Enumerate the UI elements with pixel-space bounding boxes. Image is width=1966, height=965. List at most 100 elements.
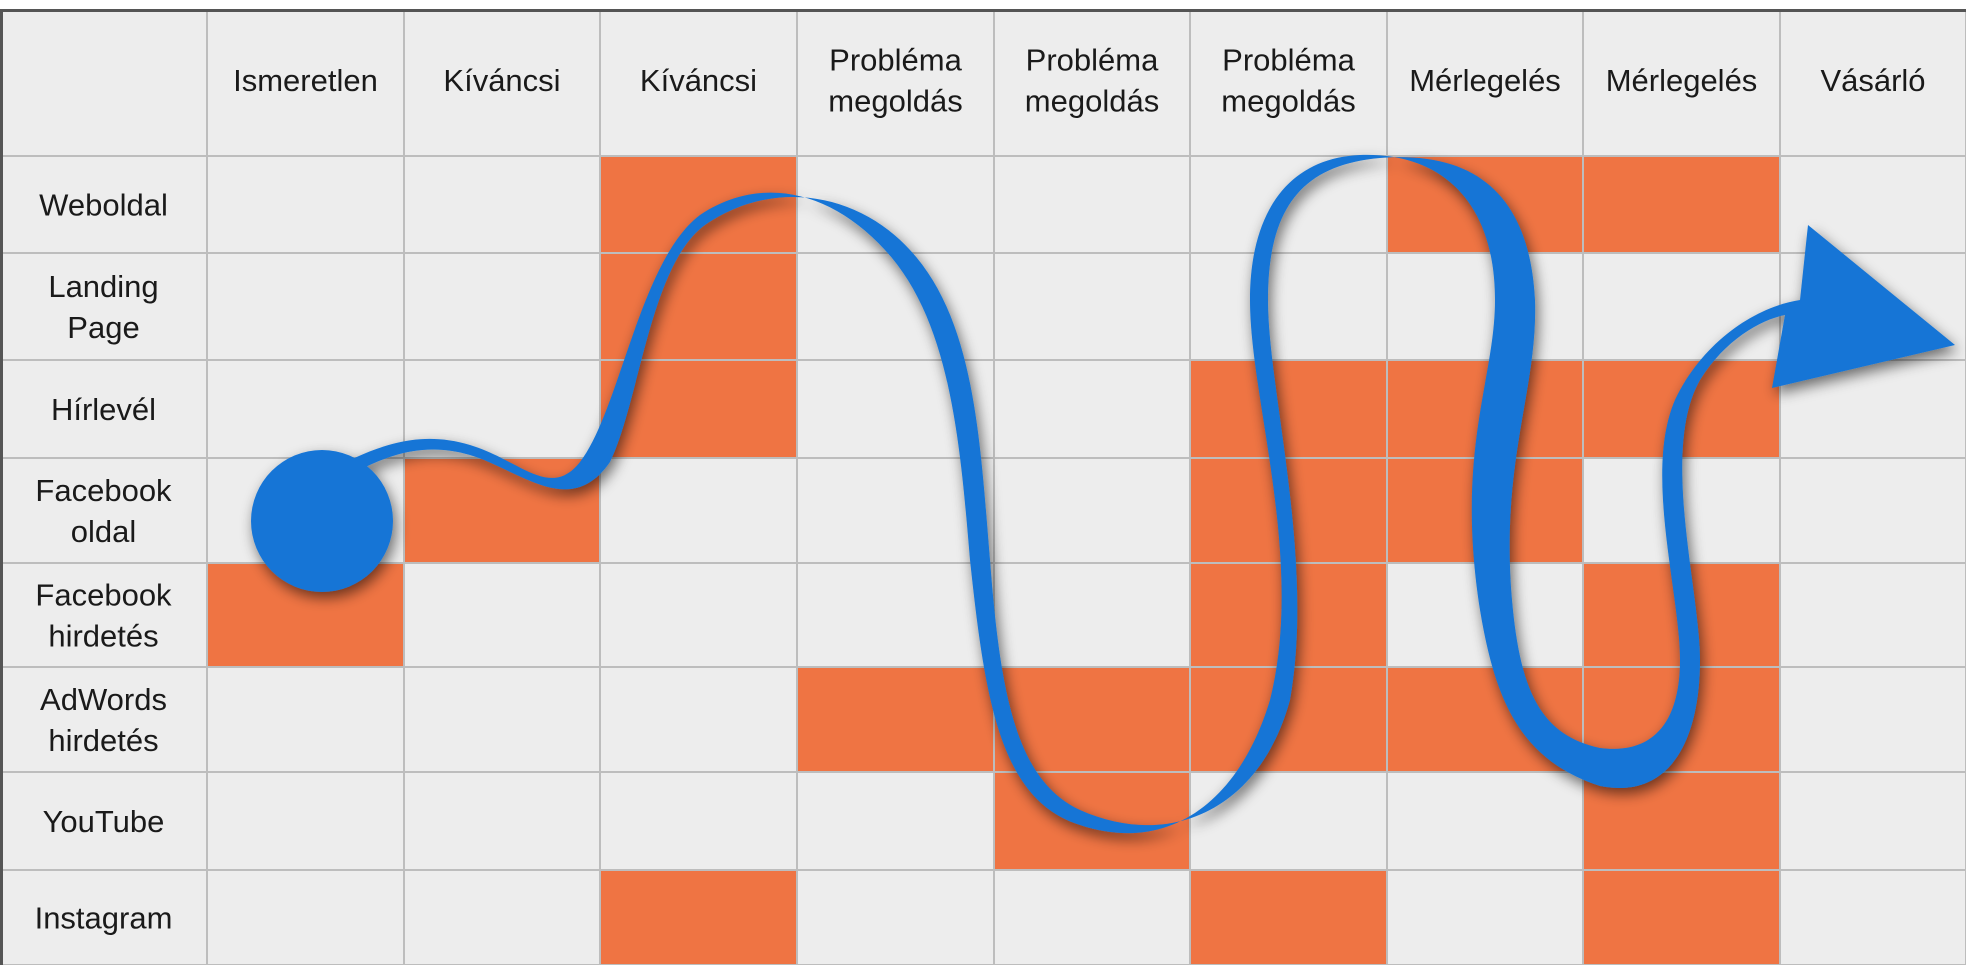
grid-cell <box>1582 252 1781 361</box>
grid-cell <box>206 666 405 773</box>
grid-cell <box>796 252 995 361</box>
row-header-label-line: Landing <box>48 269 158 304</box>
grid-cell-highlighted <box>1189 869 1388 965</box>
row-header-cell <box>0 562 208 668</box>
grid-cell <box>993 869 1191 965</box>
column-header-label: Kíváncsi <box>640 63 757 98</box>
journey-start-dot <box>251 450 393 592</box>
row-header-label-line: Facebook <box>35 578 172 613</box>
grid-cell <box>403 155 601 254</box>
column-header-label: Probléma megoldás <box>1221 43 1355 119</box>
grid-cell <box>993 562 1191 668</box>
grid-cell <box>403 252 601 361</box>
grid-cell <box>796 771 995 871</box>
column-header-label: Mérlegelés <box>1606 63 1758 98</box>
column-header-label: Ismeretlen <box>233 63 378 98</box>
column-header-cell <box>1189 9 1388 157</box>
grid-cell <box>796 562 995 668</box>
row-header-label: Facebook oldal <box>35 473 172 549</box>
row-header-label-line: Weboldal <box>39 188 168 223</box>
grid-cell <box>993 359 1191 459</box>
column-header-cell <box>796 9 995 157</box>
grid-cell <box>1386 869 1584 965</box>
grid-cell <box>993 252 1191 361</box>
row-header-label-line: Page <box>67 310 139 345</box>
row-header-label: Weboldal <box>39 188 168 223</box>
row-header-label-line: Facebook <box>35 473 172 508</box>
corner-cell <box>0 9 208 157</box>
row-header-label-line: hirdetés <box>48 619 158 654</box>
grid-cell-highlighted <box>599 869 798 965</box>
grid-cell-highlighted <box>599 155 798 254</box>
grid-cell <box>1189 771 1388 871</box>
labels-layer: Ismeretlen Kíváncsi Kíváncsi Probléma megold… <box>35 43 1926 936</box>
row-header-label: Hírlevél <box>51 392 156 427</box>
grid-cell-highlighted <box>1189 359 1388 459</box>
grid-cell <box>1386 252 1584 361</box>
journey-ribbon <box>251 154 1955 834</box>
grid-cell <box>1189 252 1388 361</box>
grid-cell <box>206 771 405 871</box>
column-header-label-line: Kíváncsi <box>443 63 560 98</box>
grid-cell <box>206 869 405 965</box>
column-header-cell <box>1779 9 1966 157</box>
row-header-label: Facebook hirdetés <box>35 578 172 654</box>
grid-cell <box>599 457 798 564</box>
grid-cell-highlighted <box>599 252 798 361</box>
grid-cell <box>993 457 1191 564</box>
column-header-label-line: megoldás <box>1221 84 1355 119</box>
row-header-label: Landing Page <box>48 269 158 345</box>
grid-cell <box>1779 869 1966 965</box>
row-header-label: YouTube <box>43 804 165 839</box>
row-header-label: AdWords hirdetés <box>40 682 167 758</box>
grid-cell <box>599 771 798 871</box>
column-header-label-line: Ismeretlen <box>233 63 378 98</box>
column-header-label-line: megoldás <box>828 84 962 119</box>
row-header-label-line: YouTube <box>43 804 165 839</box>
column-header-label-line: Probléma <box>1222 43 1355 78</box>
column-header-label-line: Vásárló <box>1820 63 1925 98</box>
grid-cell <box>403 562 601 668</box>
column-header-label-line: Probléma <box>1026 43 1159 78</box>
row-header-label-line: Instagram <box>35 901 173 936</box>
row-header-label-line: Hírlevél <box>51 392 156 427</box>
column-header-label-line: megoldás <box>1025 84 1159 119</box>
column-header-label-line: Mérlegelés <box>1606 63 1758 98</box>
grid-cell <box>1779 457 1966 564</box>
grid-cell <box>796 869 995 965</box>
row-header-cell <box>0 457 208 564</box>
column-header-label: Probléma megoldás <box>1025 43 1159 119</box>
row-header-cell <box>0 359 208 459</box>
row-header-label-line: hirdetés <box>48 723 158 758</box>
column-header-label: Kíváncsi <box>443 63 560 98</box>
grid-cell <box>1779 771 1966 871</box>
row-header-cell <box>0 252 208 361</box>
column-header-cell <box>993 9 1191 157</box>
grid-cell-highlighted <box>1582 771 1781 871</box>
cells-layer <box>0 9 1966 965</box>
grid-cell <box>993 155 1191 254</box>
column-header-label: Vásárló <box>1820 63 1925 98</box>
grid-cell-highlighted <box>796 666 995 773</box>
row-header-label-line: AdWords <box>40 682 167 717</box>
grid-cell <box>1779 562 1966 668</box>
column-header-label: Mérlegelés <box>1409 63 1561 98</box>
grid-cell-highlighted <box>403 457 601 564</box>
grid-cell <box>206 359 405 459</box>
grid-cell <box>206 155 405 254</box>
grid-cell <box>1779 666 1966 773</box>
grid-cell <box>403 869 601 965</box>
column-header-label-line: Kíváncsi <box>640 63 757 98</box>
grid-cell <box>796 457 995 564</box>
column-header-label-line: Mérlegelés <box>1409 63 1561 98</box>
grid-cell <box>599 666 798 773</box>
grid-cell <box>599 562 798 668</box>
row-header-cell <box>0 869 208 965</box>
column-header-label-line: Probléma <box>829 43 962 78</box>
grid-cell <box>1386 771 1584 871</box>
table-border <box>0 9 1966 965</box>
column-header-label: Probléma megoldás <box>828 43 962 119</box>
row-header-label: Instagram <box>35 901 173 936</box>
